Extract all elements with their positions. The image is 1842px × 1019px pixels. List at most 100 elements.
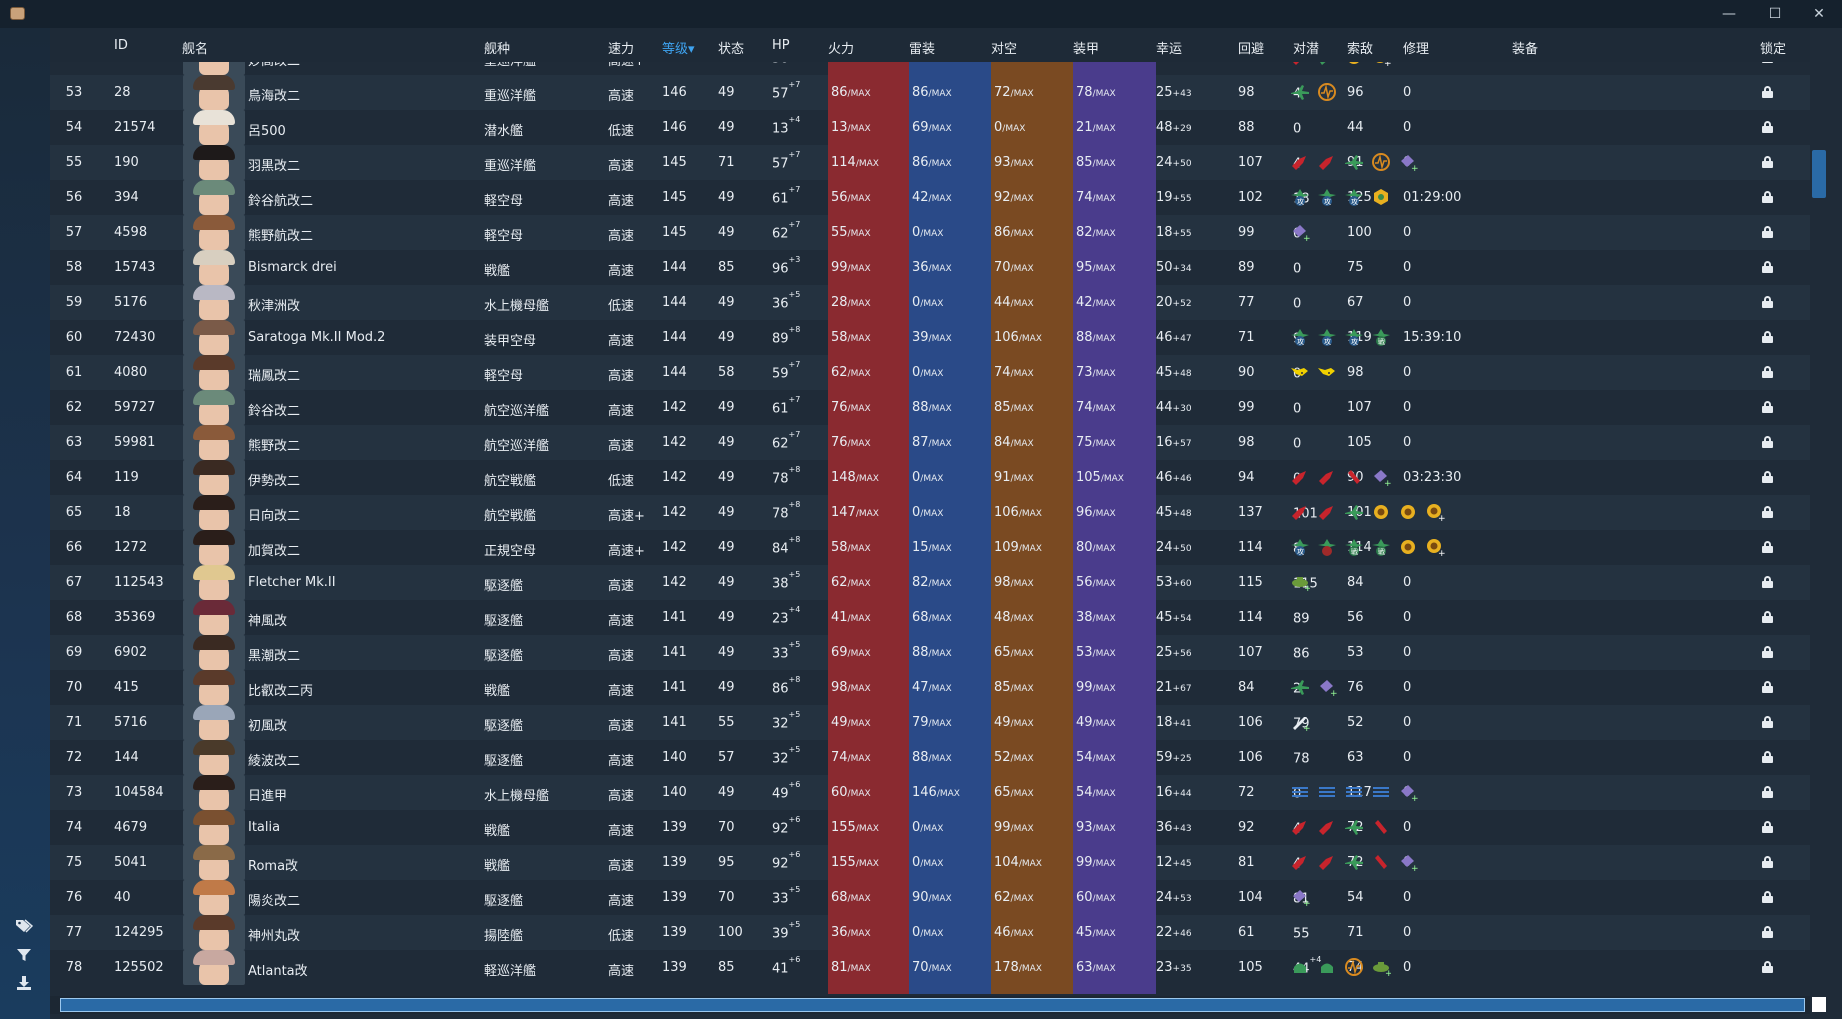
header-type[interactable]: 舰种 bbox=[484, 42, 511, 57]
lock-icon[interactable] bbox=[1762, 436, 1773, 448]
header-evasion[interactable]: 回避 bbox=[1238, 42, 1265, 57]
filter-icon[interactable] bbox=[14, 945, 34, 965]
lock-icon[interactable] bbox=[1762, 646, 1773, 658]
radar-orange-icon[interactable] bbox=[1317, 82, 1337, 102]
box-purple-icon[interactable]: + bbox=[1290, 887, 1311, 909]
ship-name[interactable]: 秋津洲改 bbox=[248, 299, 301, 314]
lock-icon[interactable] bbox=[1762, 62, 1773, 63]
attacker-icon[interactable]: 攻 bbox=[1317, 327, 1337, 347]
bird-yellow-icon[interactable] bbox=[1317, 362, 1337, 382]
badge-gold-icon[interactable] bbox=[1371, 187, 1391, 207]
lock-icon[interactable] bbox=[1762, 856, 1773, 868]
gun-green-icon[interactable] bbox=[1317, 62, 1337, 67]
gun-red-icon[interactable] bbox=[1317, 502, 1337, 522]
table-row[interactable]: 56 394 鈴谷航改二 軽空母 高速 145 49 61+7 56/MAX 4… bbox=[50, 180, 1810, 215]
gun-red-icon[interactable] bbox=[1317, 467, 1337, 487]
ship-name[interactable]: 加賀改二 bbox=[248, 544, 301, 559]
horizontal-scroll-thumb[interactable] bbox=[60, 998, 1805, 1012]
lock-icon[interactable] bbox=[1762, 961, 1773, 973]
box-purple-icon[interactable]: + bbox=[1317, 677, 1338, 699]
tank-green-icon[interactable]: + bbox=[1371, 957, 1393, 979]
ship-name[interactable]: 伊勢改二 bbox=[248, 474, 301, 489]
gun-red-icon[interactable] bbox=[1290, 467, 1310, 487]
ship-name[interactable]: 羽黒改二 bbox=[248, 159, 301, 174]
table-row[interactable]: 76 40 陽炎改二 駆逐艦 高速 139 70 33+5 68/MAX 90/… bbox=[50, 880, 1810, 915]
table-row[interactable]: 70 415 比叡改二丙 戦艦 高速 141 49 86+8 98/MAX 47… bbox=[50, 670, 1810, 705]
ship-name[interactable]: 熊野改二 bbox=[248, 439, 301, 454]
lock-icon[interactable] bbox=[1762, 261, 1773, 273]
maximize-button[interactable]: ☐ bbox=[1768, 6, 1782, 22]
fighter-icon[interactable]: 戦 bbox=[1371, 537, 1391, 557]
lock-icon[interactable] bbox=[1762, 506, 1773, 518]
attacker-icon[interactable]: 攻 bbox=[1290, 327, 1310, 347]
table-row[interactable]: 73 104584 日進甲 水上機母艦 高速 140 49 49+6 60/MA… bbox=[50, 775, 1810, 810]
ship-name[interactable]: 比叡改二丙 bbox=[248, 684, 314, 699]
shell-red-icon[interactable] bbox=[1344, 467, 1364, 487]
attacker-icon[interactable]: 攻 bbox=[1290, 537, 1310, 557]
fighter-icon[interactable]: 戦 bbox=[1344, 537, 1364, 557]
table-row[interactable]: 59 5176 秋津洲改 水上機母艦 低速 144 49 36+5 28/MAX… bbox=[50, 285, 1810, 320]
table-row[interactable]: 68 35369 神風改 駆逐艦 高速 141 49 23+4 41/MAX 6… bbox=[50, 600, 1810, 635]
table-row[interactable]: 64 119 伊勢改二 航空戦艦 低速 142 49 78+8 148/MAX … bbox=[50, 460, 1810, 495]
table-row[interactable]: 72 144 綾波改二 駆逐艦 高速 140 57 32+5 74/MAX 88… bbox=[50, 740, 1810, 775]
ship-name[interactable]: 綾波改二 bbox=[248, 754, 301, 769]
close-button[interactable]: ✕ bbox=[1813, 6, 1825, 22]
attacker-icon[interactable]: 攻 bbox=[1344, 187, 1364, 207]
sun-plus-icon[interactable]: + bbox=[1425, 537, 1446, 559]
table-row[interactable]: 53 28 鳥海改二 重巡洋艦 高速 146 49 57+7 86/MAX 86… bbox=[50, 75, 1810, 110]
bomber-red-icon[interactable] bbox=[1317, 537, 1337, 557]
ship-name[interactable]: 初風改 bbox=[248, 719, 288, 734]
lock-icon[interactable] bbox=[1762, 576, 1773, 588]
lock-icon[interactable] bbox=[1762, 366, 1773, 378]
lock-icon[interactable] bbox=[1762, 226, 1773, 238]
header-asw[interactable]: 对潜 bbox=[1293, 42, 1320, 57]
gun-red-icon[interactable] bbox=[1290, 152, 1310, 172]
table-row[interactable]: 65 18 日向改二 航空戦艦 高速+ 142 49 78+8 147/MAX … bbox=[50, 495, 1810, 530]
gun-red-icon[interactable] bbox=[1317, 152, 1337, 172]
bird-yellow-icon[interactable] bbox=[1290, 362, 1310, 382]
attacker-icon[interactable]: 攻 bbox=[1344, 327, 1364, 347]
gun-red-icon[interactable] bbox=[1290, 62, 1310, 67]
lock-icon[interactable] bbox=[1762, 821, 1773, 833]
table-row[interactable]: 58 15743 Bismarck drei 戦艦 高速 144 85 96+3… bbox=[50, 250, 1810, 285]
lock-icon[interactable] bbox=[1762, 191, 1773, 203]
table-row[interactable]: 61 4080 瑞鳳改二 軽空母 高速 144 58 59+7 62/MAX 0… bbox=[50, 355, 1810, 390]
table-row[interactable]: 62 59727 鈴谷改二 航空巡洋艦 高速 142 49 61+7 76/MA… bbox=[50, 390, 1810, 425]
lock-icon[interactable] bbox=[1762, 926, 1773, 938]
gun-red-icon[interactable] bbox=[1290, 817, 1310, 837]
header-level[interactable]: 等级▾ bbox=[662, 38, 695, 57]
table-row[interactable]: 60 72430 Saratoga Mk.II Mod.2 装甲空母 高速 14… bbox=[50, 320, 1810, 355]
table-row[interactable]: 74 4679 Italia 戦艦 高速 139 70 92+6 155/MAX… bbox=[50, 810, 1810, 845]
tank-green-icon[interactable]: + bbox=[1290, 572, 1312, 594]
lines-blue-icon[interactable] bbox=[1371, 782, 1391, 802]
ship-name[interactable]: 陽炎改二 bbox=[248, 894, 301, 909]
table-row[interactable]: 78 125502 Atlanta改 軽巡洋艦 高速 139 85 41+6 8… bbox=[50, 950, 1810, 985]
ship-name[interactable]: Atlanta改 bbox=[248, 964, 308, 979]
gun-red-icon[interactable] bbox=[1290, 502, 1310, 522]
lock-icon[interactable] bbox=[1762, 331, 1773, 343]
plane-green-icon[interactable] bbox=[1344, 817, 1364, 837]
ship-name[interactable]: 呂500 bbox=[248, 124, 286, 139]
header-aa[interactable]: 对空 bbox=[991, 42, 1018, 57]
gun-red-icon[interactable] bbox=[1317, 817, 1337, 837]
lock-icon[interactable] bbox=[1762, 86, 1773, 98]
lock-icon[interactable] bbox=[1762, 156, 1773, 168]
radar-orange-icon[interactable] bbox=[1371, 152, 1391, 172]
header-equipment[interactable]: 装备 bbox=[1512, 42, 1539, 57]
attacker-icon[interactable]: 攻 bbox=[1317, 187, 1337, 207]
header-luck[interactable]: 幸运 bbox=[1156, 42, 1183, 57]
ship-name[interactable]: 鈴谷改二 bbox=[248, 404, 301, 419]
minimize-button[interactable]: — bbox=[1722, 6, 1736, 22]
lock-icon[interactable] bbox=[1762, 121, 1773, 133]
table-row[interactable]: 63 59981 熊野改二 航空巡洋艦 高速 142 49 62+7 76/MA… bbox=[50, 425, 1810, 460]
box-purple-icon[interactable]: + bbox=[1398, 152, 1419, 174]
gun-red-icon[interactable] bbox=[1317, 852, 1337, 872]
header-speed[interactable]: 速力 bbox=[608, 42, 635, 57]
table-row[interactable]: 69 6902 黒潮改二 駆逐艦 高速 141 49 33+5 69/MAX 8… bbox=[50, 635, 1810, 670]
ship-name[interactable]: 鳥海改二 bbox=[248, 89, 301, 104]
header-torpedo[interactable]: 雷装 bbox=[909, 42, 936, 57]
plane-green-icon[interactable] bbox=[1344, 852, 1364, 872]
sun-icon[interactable] bbox=[1398, 502, 1418, 522]
table-row[interactable]: 67 112543 Fletcher Mk.II 駆逐艦 高速 142 49 3… bbox=[50, 565, 1810, 600]
header-id[interactable]: ID bbox=[114, 38, 128, 53]
